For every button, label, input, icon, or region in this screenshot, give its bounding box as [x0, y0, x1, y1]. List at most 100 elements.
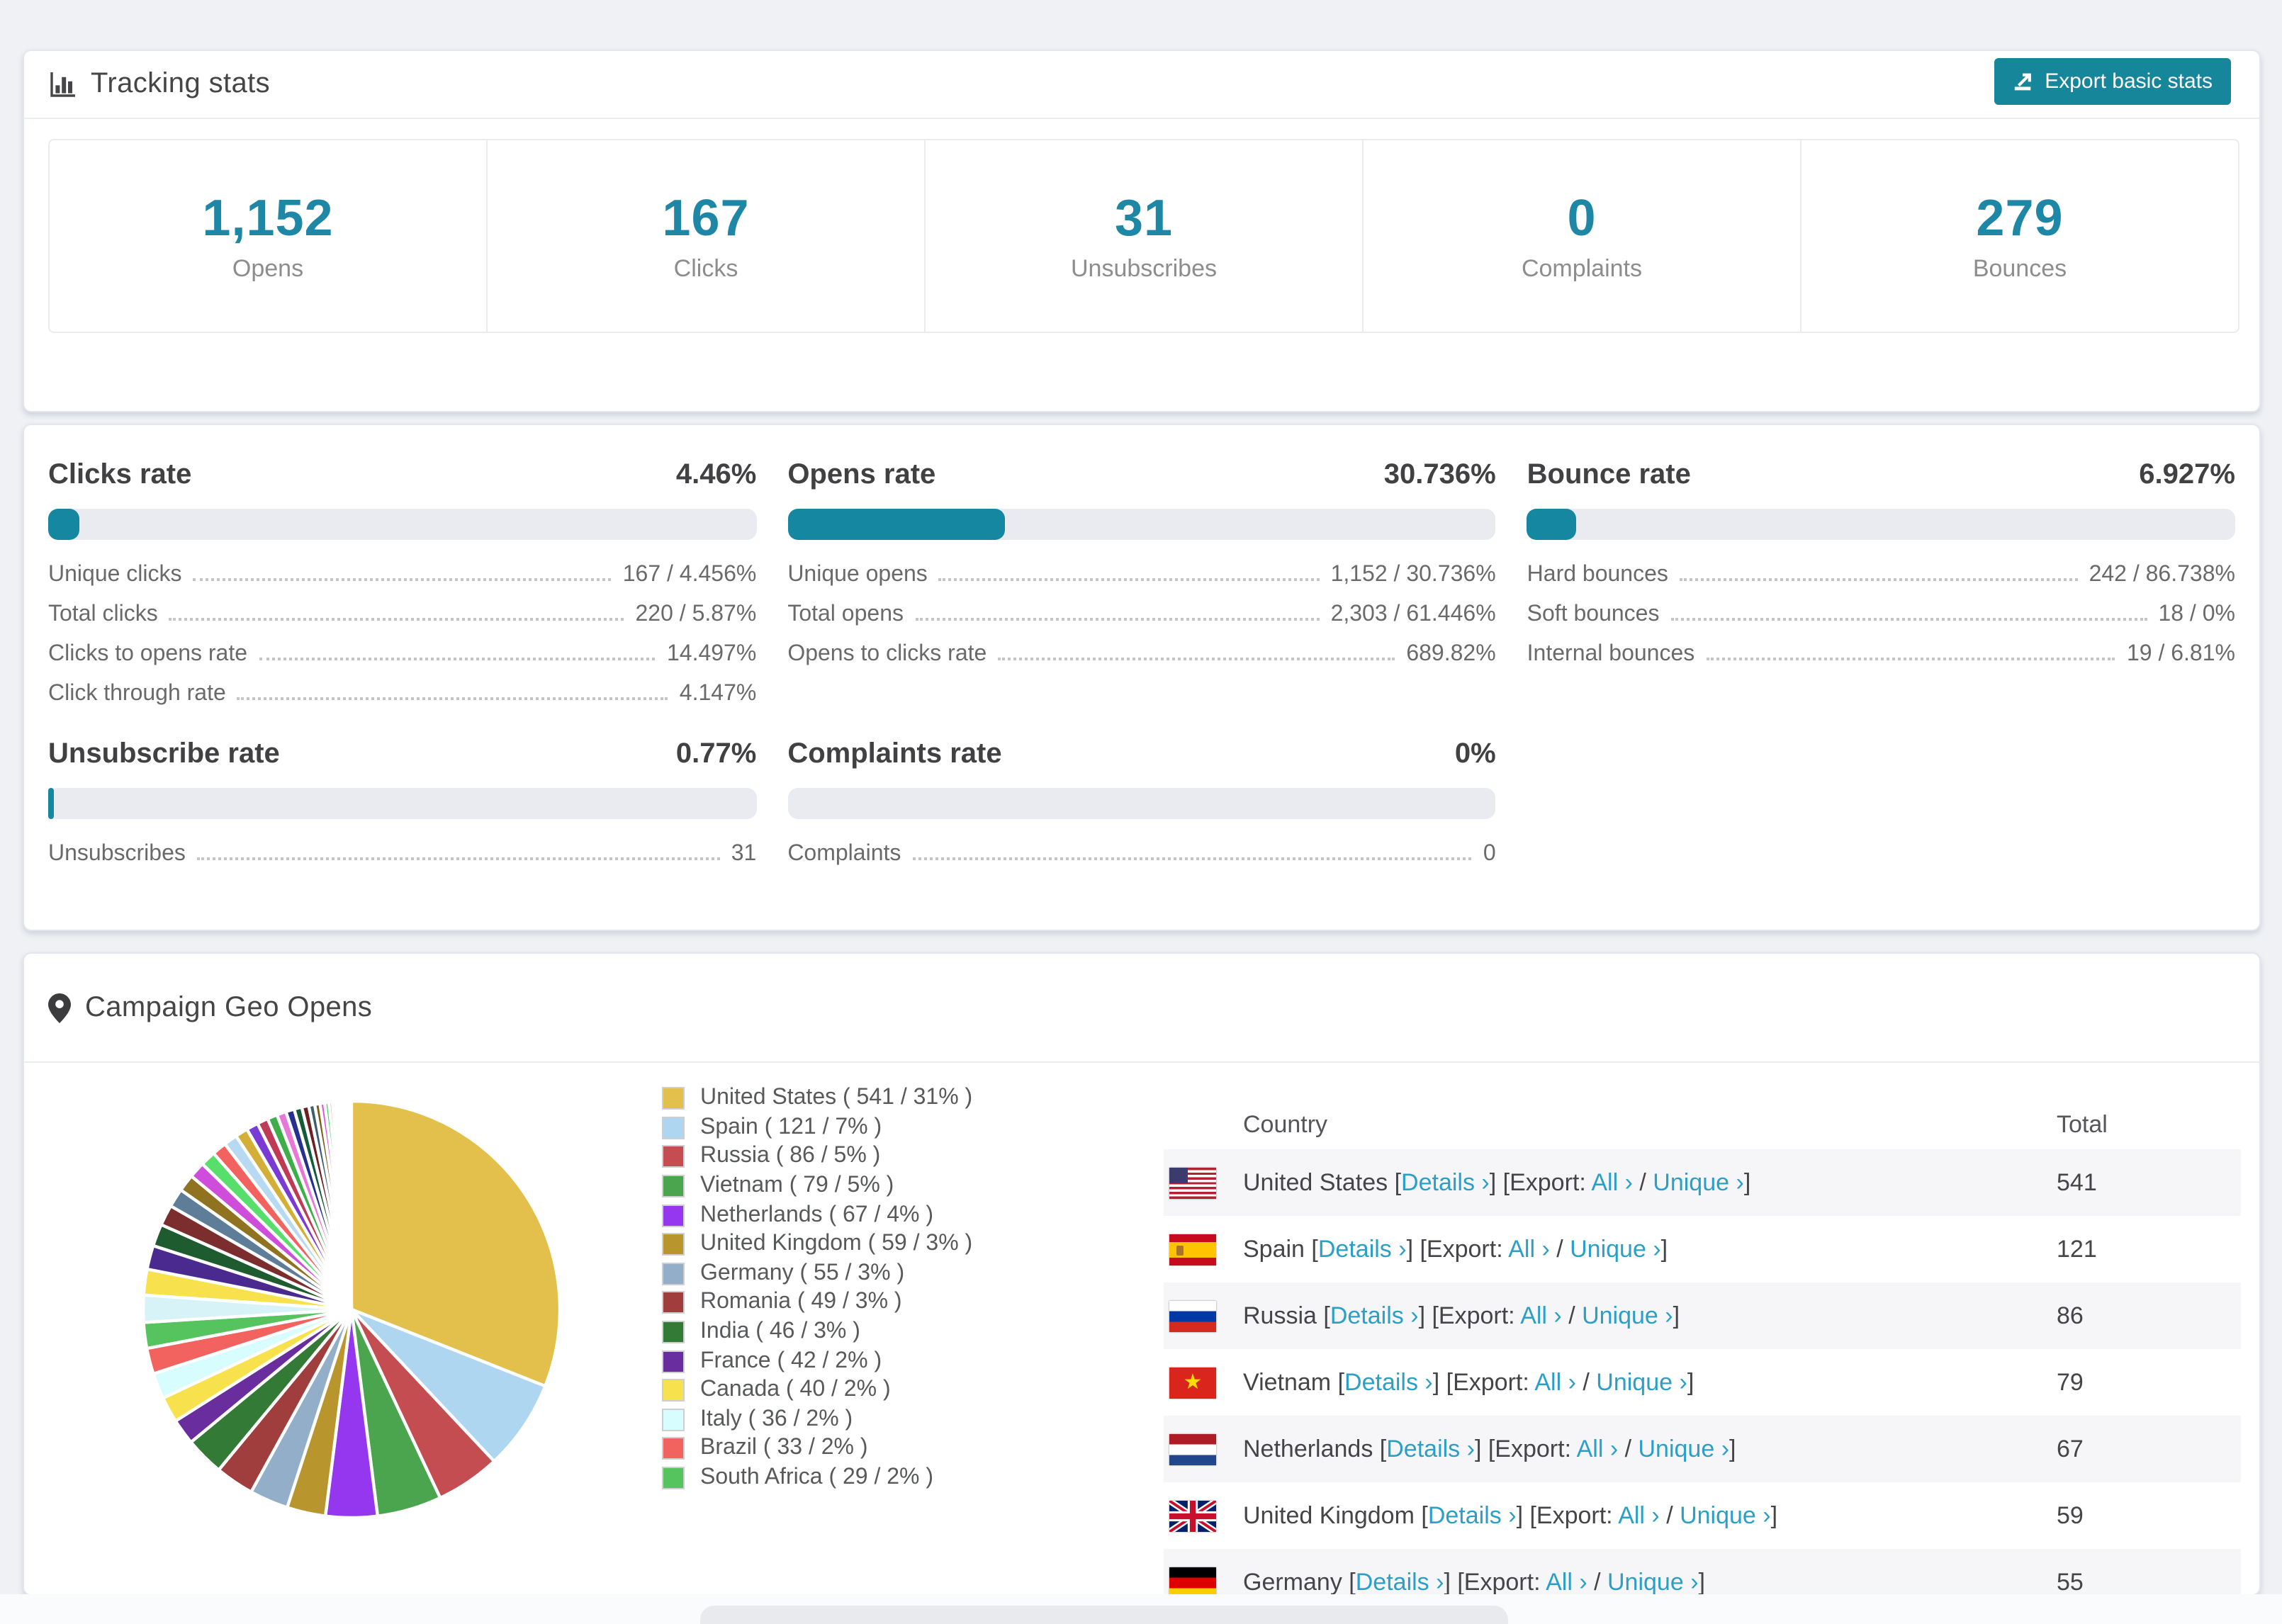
legend-item: Vietnam ( 79 / 5% ) [662, 1172, 972, 1201]
rate-value: 0.77% [675, 738, 757, 769]
legend-item: Spain ( 121 / 7% ) [662, 1113, 972, 1142]
country-cell: United Kingdom [Details ›] [Export: All … [1243, 1501, 1778, 1528]
rate-title: Complaints rate [787, 738, 1002, 769]
rate-detail-value: 1,152 / 30.736% [1330, 563, 1496, 587]
rate-detail-label: Hard bounces [1527, 563, 1668, 587]
rate-block: Opens rate 30.736% Unique opens 1,152 / 30.… [787, 459, 1496, 721]
legend-item: Russia ( 86 / 5% ) [662, 1142, 972, 1171]
legend-label: Russia ( 86 / 5% ) [700, 1144, 881, 1168]
export-all-link[interactable]: All › [1520, 1302, 1562, 1329]
export-unique-link[interactable]: Unique › [1638, 1435, 1730, 1462]
stat-label: Opens [232, 255, 304, 282]
legend-swatch [662, 1087, 685, 1110]
rate-block: Clicks rate 4.46% Unique clicks 167 / 4.456… [48, 459, 757, 721]
legend-swatch [662, 1408, 685, 1431]
stat-card: 31 Unsubscribes [924, 140, 1362, 332]
export-unique-link[interactable]: Unique › [1596, 1368, 1687, 1395]
stat-value: 0 [1567, 188, 1597, 247]
export-all-link[interactable]: All › [1546, 1568, 1587, 1595]
stat-card: 279 Bounces [1800, 140, 2238, 332]
export-all-link[interactable]: All › [1591, 1168, 1633, 1195]
legend-swatch [662, 1204, 685, 1227]
flag-nl-icon [1169, 1433, 1216, 1465]
details-link[interactable]: Details › [1355, 1568, 1444, 1595]
progress-bar-fill [48, 788, 54, 819]
legend-swatch [662, 1350, 685, 1373]
legend-item: South Africa ( 29 / 2% ) [662, 1463, 972, 1492]
export-unique-link[interactable]: Unique › [1607, 1568, 1699, 1595]
rate-detail-label: Clicks to opens rate [48, 642, 248, 666]
legend-swatch [662, 1116, 685, 1139]
dotted-leader [237, 697, 668, 700]
rate-detail-value: 19 / 6.81% [2126, 642, 2235, 666]
export-all-link[interactable]: All › [1534, 1368, 1576, 1395]
dotted-leader [938, 578, 1320, 581]
pie-slice-other[interactable] [345, 1099, 354, 1312]
country-cell: Spain [Details ›] [Export: All › / Uniqu… [1243, 1235, 1668, 1262]
legend-label: Vietnam ( 79 / 5% ) [700, 1173, 894, 1198]
rate-detail-value: 14.497% [666, 642, 757, 666]
geo-opens-table: Country Total United States [Details ›] … [1164, 1101, 2241, 1595]
legend-item: Germany ( 55 / 3% ) [662, 1259, 972, 1288]
export-all-link[interactable]: All › [1576, 1435, 1619, 1462]
rate-detail-value: 2,303 / 61.446% [1330, 602, 1496, 626]
rate-detail-value: 689.82% [1406, 642, 1496, 666]
rate-detail-value: 31 [731, 842, 757, 866]
stat-card: 0 Complaints [1362, 140, 1800, 332]
details-link[interactable]: Details › [1401, 1168, 1490, 1195]
legend-swatch [662, 1379, 685, 1402]
total-cell: 67 [2057, 1435, 2084, 1462]
legend-swatch [662, 1175, 685, 1198]
rates-card: Clicks rate 4.46% Unique clicks 167 / 4.456… [23, 424, 2261, 931]
export-all-link[interactable]: All › [1508, 1235, 1550, 1262]
table-row: Spain [Details ›] [Export: All › / Uniqu… [1164, 1216, 2241, 1282]
details-link[interactable]: Details › [1344, 1368, 1433, 1395]
dotted-leader [1706, 658, 2115, 660]
legend-label: Netherlands ( 67 / 4% ) [700, 1202, 934, 1227]
legend-item: United States ( 541 / 31% ) [662, 1084, 972, 1113]
export-unique-link[interactable]: Unique › [1653, 1168, 1744, 1195]
pie-legend: United States ( 541 / 31% ) Spain ( 121 /… [662, 1084, 972, 1493]
legend-label: France ( 42 / 2% ) [700, 1348, 882, 1373]
flag-us-icon [1169, 1167, 1216, 1198]
export-unique-link[interactable]: Unique › [1582, 1302, 1673, 1329]
pie-slice[interactable] [349, 1307, 547, 1463]
rate-value: 4.46% [675, 459, 757, 490]
export-basic-stats-button[interactable]: Export basic stats [1994, 58, 2231, 105]
details-link[interactable]: Details › [1317, 1235, 1407, 1262]
rate-detail-value: 18 / 0% [2158, 602, 2235, 626]
rate-detail-row: Hard bounces 242 / 86.738% [1527, 563, 2235, 602]
rate-detail-row: Complaints 0 [787, 842, 1495, 881]
details-link[interactable]: Details › [1386, 1435, 1475, 1462]
export-button-label: Export basic stats [2045, 69, 2213, 94]
details-link[interactable]: Details › [1427, 1501, 1517, 1528]
rate-detail-row: Clicks to opens rate 14.497% [48, 642, 756, 682]
legend-label: South Africa ( 29 / 2% ) [700, 1465, 934, 1490]
progress-bar [48, 788, 757, 819]
rate-detail-label: Unsubscribes [48, 842, 186, 866]
page-title: Tracking stats [91, 68, 271, 99]
progress-bar [787, 788, 1496, 819]
rate-detail-label: Unique opens [787, 563, 928, 587]
total-column-header: Total [2057, 1111, 2108, 1138]
export-unique-link[interactable]: Unique › [1570, 1235, 1661, 1262]
legend-swatch [662, 1437, 685, 1460]
rate-detail-value: 242 / 86.738% [2089, 563, 2235, 587]
export-unique-link[interactable]: Unique › [1680, 1501, 1771, 1528]
flag-es-icon [1169, 1234, 1216, 1265]
rate-detail-row: Soft bounces 18 / 0% [1527, 602, 2235, 642]
rate-detail-row: Unique clicks 167 / 4.456% [48, 563, 756, 602]
bar-chart-icon [48, 70, 77, 98]
pie-slice[interactable] [349, 1099, 562, 1388]
export-all-link[interactable]: All › [1618, 1501, 1660, 1528]
progress-bar [1527, 509, 2235, 540]
legend-swatch [662, 1291, 685, 1314]
legend-swatch [662, 1145, 685, 1168]
details-link[interactable]: Details › [1330, 1302, 1419, 1329]
country-cell: Netherlands [Details ›] [Export: All › /… [1243, 1435, 1736, 1462]
rate-detail-value: 4.147% [679, 682, 757, 706]
table-row: ★ Vietnam [Details ›] [Export: All › / Un… [1164, 1349, 2241, 1416]
export-icon [2012, 71, 2033, 92]
legend-swatch [662, 1233, 685, 1256]
